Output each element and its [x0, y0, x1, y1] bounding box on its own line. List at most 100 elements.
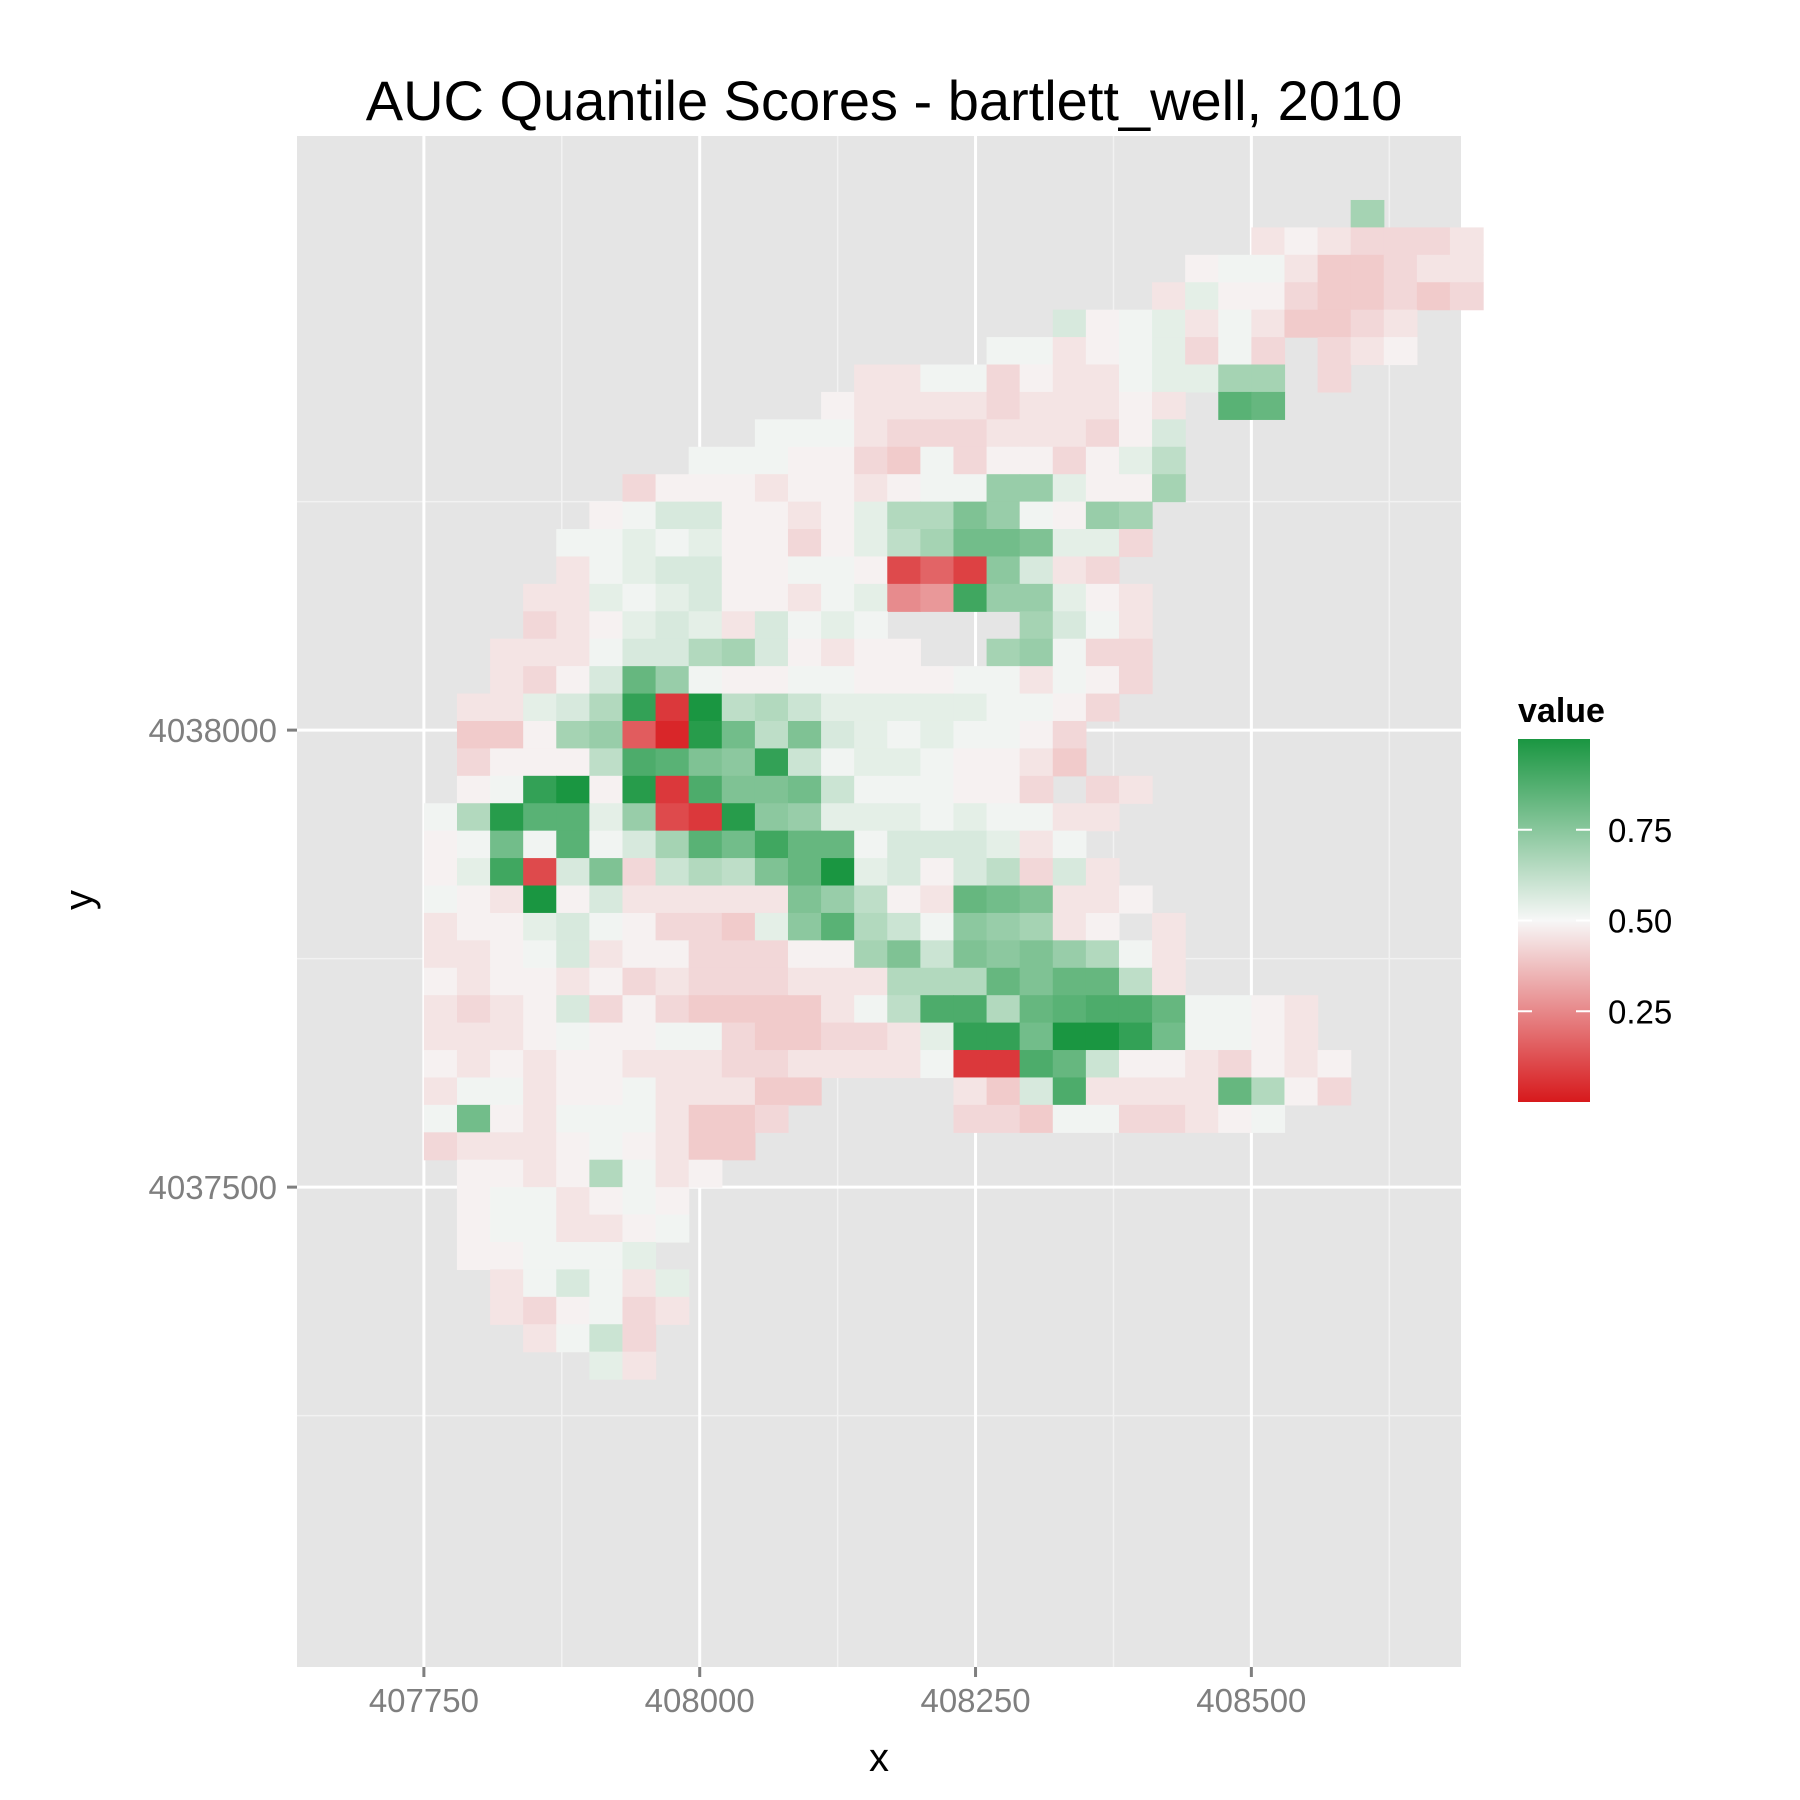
heatmap-cell: [887, 995, 921, 1024]
heatmap-cell: [556, 1077, 590, 1106]
heatmap-cell: [721, 611, 756, 640]
heatmap-cell: [589, 775, 624, 804]
heatmap-cell: [887, 967, 921, 996]
heatmap-cell: [622, 1241, 657, 1270]
heatmap-cell: [655, 1077, 690, 1106]
heatmap-cell: [721, 1104, 756, 1133]
heatmap-cell: [787, 501, 822, 530]
heatmap-cell: [953, 830, 988, 859]
heatmap-cell: [622, 830, 657, 859]
heatmap-cell: [787, 556, 822, 585]
heatmap-cell: [589, 967, 624, 996]
heatmap-cell: [1085, 419, 1120, 448]
heatmap-cell: [655, 1159, 690, 1188]
heatmap-cell: [1118, 995, 1153, 1024]
heatmap-cell: [1052, 474, 1087, 503]
heatmap-cell: [490, 1241, 524, 1270]
heatmap-cell: [655, 775, 690, 804]
heatmap-cell: [688, 1077, 723, 1106]
heatmap-cell: [887, 775, 921, 804]
heatmap-cell: [1152, 1104, 1186, 1133]
heatmap-cell: [622, 666, 657, 695]
heatmap-cell: [556, 995, 590, 1024]
heatmap-cell: [1085, 666, 1120, 695]
heatmap-cell: [986, 1077, 1021, 1106]
heatmap-cell: [854, 858, 888, 887]
heatmap-cell: [721, 583, 756, 612]
heatmap-cell: [456, 940, 491, 969]
heatmap-cell: [1052, 501, 1087, 530]
heatmap-cell: [1152, 337, 1186, 366]
heatmap-cell: [1019, 912, 1054, 941]
heatmap-cell: [1251, 1077, 1286, 1106]
heatmap-cell: [986, 830, 1021, 859]
heatmap-cell: [854, 501, 888, 530]
heatmap-cell: [556, 940, 590, 969]
heatmap-cell: [920, 556, 955, 585]
heatmap-cell: [688, 967, 723, 996]
heatmap-cell: [1019, 748, 1054, 777]
heatmap-cell: [986, 693, 1021, 722]
heatmap-cell: [920, 364, 955, 393]
heatmap-cell: [655, 940, 690, 969]
heatmap-cell: [1118, 446, 1153, 475]
heatmap-cell: [490, 775, 524, 804]
heatmap-cell: [1118, 666, 1153, 695]
heatmap-cell: [953, 885, 988, 914]
heatmap-cell: [1085, 364, 1120, 393]
heatmap-cell: [622, 967, 657, 996]
heatmap-cell: [1052, 1050, 1087, 1079]
heatmap-cell: [523, 1159, 557, 1188]
heatmap-cell: [556, 858, 590, 887]
heatmap-cell: [887, 1022, 921, 1051]
heatmap-cell: [456, 1159, 491, 1188]
heatmap-cell: [655, 803, 690, 832]
heatmap-cell: [1218, 995, 1252, 1024]
heatmap-cell: [490, 912, 524, 941]
heatmap-cell: [721, 1022, 756, 1051]
heatmap-cell: [1152, 912, 1186, 941]
heatmap-cell: [986, 1022, 1021, 1051]
heatmap-cell: [688, 803, 723, 832]
heatmap-cell: [986, 666, 1021, 695]
heatmap-cell: [986, 474, 1021, 503]
heatmap-cell: [721, 474, 756, 503]
heatmap-cell: [556, 720, 590, 749]
heatmap-cell: [622, 858, 657, 887]
heatmap-cell: [1152, 1077, 1186, 1106]
heatmap-cell: [456, 1104, 491, 1133]
heatmap-cell: [1052, 583, 1087, 612]
x-axis-title: x: [869, 1736, 889, 1780]
heatmap-cell: [655, 995, 690, 1024]
heatmap-cell: [622, 611, 657, 640]
heatmap-cell: [622, 1132, 657, 1161]
heatmap-cell: [1185, 1077, 1219, 1106]
heatmap-cell: [1019, 337, 1054, 366]
heatmap-cell: [523, 1104, 557, 1133]
heatmap-cell: [688, 501, 723, 530]
heatmap-cell: [556, 1159, 590, 1188]
heatmap-cell: [1251, 364, 1286, 393]
heatmap-cell: [456, 803, 491, 832]
heatmap-cell: [1085, 309, 1120, 338]
heatmap-cell: [787, 1077, 822, 1106]
heatmap-cell: [754, 666, 789, 695]
heatmap-cell: [1085, 1077, 1120, 1106]
heatmap-cell: [754, 474, 789, 503]
heatmap-cell: [523, 775, 557, 804]
heatmap-cell: [986, 501, 1021, 530]
heatmap-cell: [887, 556, 921, 585]
heatmap-cell: [1085, 995, 1120, 1024]
heatmap-cell: [589, 529, 624, 558]
heatmap-cell: [456, 775, 491, 804]
heatmap-cell: [953, 775, 988, 804]
legend-label-2: 0.25: [1608, 993, 1672, 1030]
heatmap-cell: [1019, 529, 1054, 558]
heatmap-cell: [1019, 775, 1054, 804]
heatmap-cell: [423, 995, 458, 1024]
heatmap-cell: [854, 583, 888, 612]
heatmap-cell: [1185, 254, 1219, 283]
heatmap-cell: [1118, 967, 1153, 996]
heatmap-cell: [1218, 309, 1252, 338]
heatmap-cell: [1085, 912, 1120, 941]
